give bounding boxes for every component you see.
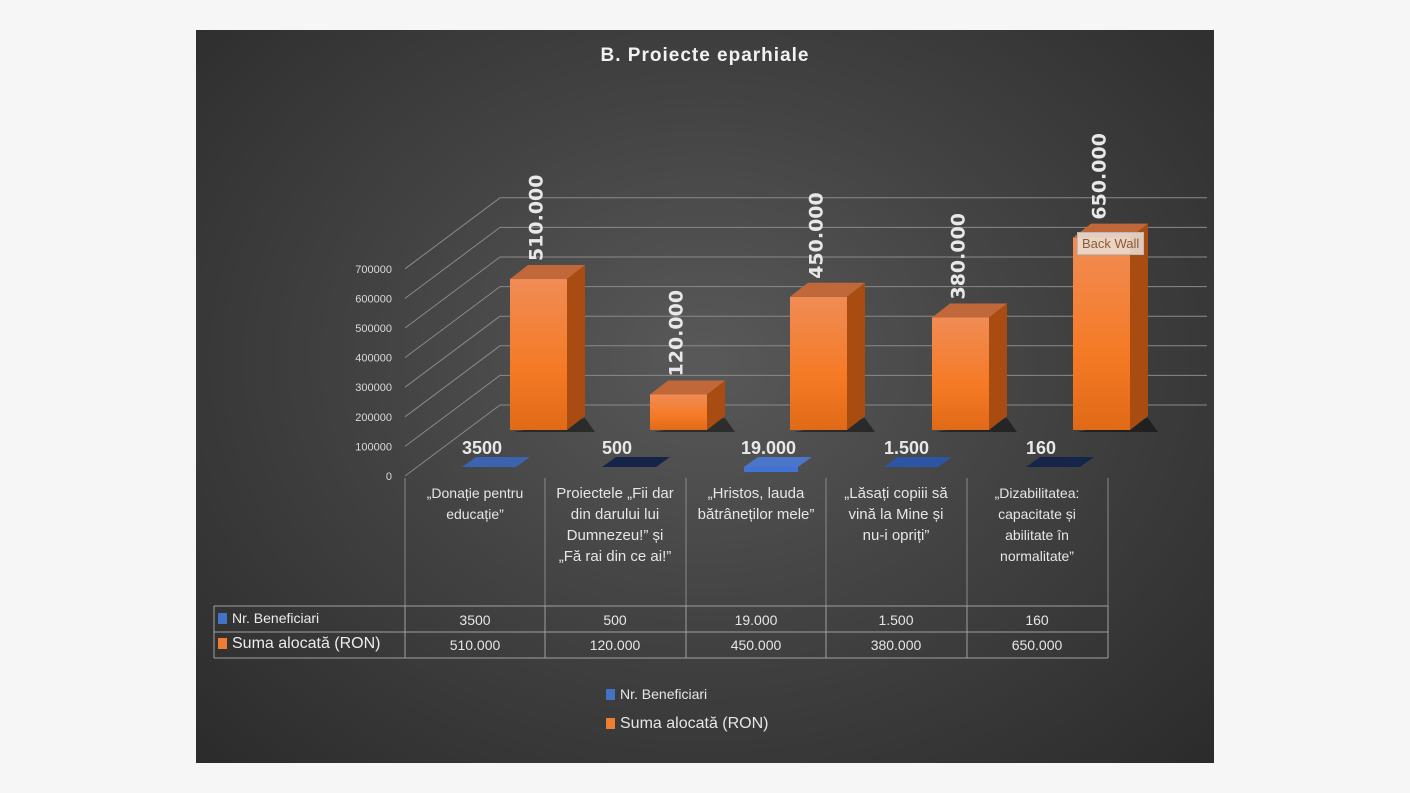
table-cell: 19.000 [734, 612, 778, 628]
tooltip: Back Wall [1077, 232, 1145, 255]
legend-label: Nr. Beneficiari [620, 686, 708, 702]
data-label-suma: 120.000 [666, 290, 688, 377]
category-label: „Dizabilitatea: capacitate și abilitate … [994, 485, 1080, 564]
data-label-suma: 450.000 [806, 192, 828, 279]
y-tick-label: 500000 [355, 323, 392, 335]
y-tick-label: 100000 [355, 441, 392, 453]
bar-suma-side [567, 265, 585, 430]
bar-suma-side [707, 380, 725, 430]
bar-beneficiari-top [602, 457, 670, 467]
data-label-beneficiari: 19.000 [741, 438, 796, 458]
grid-diagonal [404, 286, 501, 359]
bar-suma-side [989, 303, 1007, 430]
table-cell: 160 [1025, 612, 1049, 628]
table-row-label: Nr. Beneficiari [218, 610, 319, 626]
bar-suma-front [1073, 237, 1130, 430]
grid-diagonal [404, 374, 501, 447]
table-cell: 510.000 [449, 637, 501, 653]
plot-area: 0 100000 200000 300000 400000 500000 600000 700… [213, 133, 1207, 659]
bar-beneficiari-front [744, 467, 798, 472]
bar-beneficiari-top [884, 457, 952, 467]
bar-suma-front [932, 317, 989, 430]
legend-key-swatch [218, 638, 227, 649]
data-label-beneficiari: 160 [1026, 438, 1056, 458]
category-label: „Hristos, lauda bătrâneților mele” [697, 485, 815, 523]
data-label-beneficiari: 500 [602, 438, 632, 458]
bar-suma-top [790, 282, 865, 297]
bar-suma-front [790, 296, 847, 430]
data-label-suma: 380.000 [948, 213, 970, 300]
y-tick-label: 200000 [355, 412, 392, 424]
y-tick-label: 400000 [355, 353, 392, 365]
legend-swatch-blue [606, 689, 615, 700]
table-row-label: Suma alocată (RON) [218, 635, 381, 653]
legend-key-swatch [218, 613, 227, 624]
category-label: „Donație pentru educație” [426, 485, 524, 522]
grid-diagonal [404, 197, 501, 270]
y-tick-label: 300000 [355, 382, 392, 394]
bar-suma-side [847, 282, 865, 430]
data-label-beneficiari: 1.500 [884, 438, 929, 458]
row-name: Nr. Beneficiari [232, 610, 320, 626]
table-cell: 120.000 [589, 637, 641, 653]
grid-diagonal [404, 404, 501, 477]
y-tick-label: 0 [386, 471, 392, 483]
table-cell: 650.000 [1011, 637, 1063, 653]
category-label: Proiectele „Fii dar din darului lui Dumn… [556, 485, 674, 565]
data-label-suma: 510.000 [526, 174, 548, 261]
table-cell: 3500 [459, 612, 491, 628]
bar-beneficiari-top [462, 457, 530, 467]
row-name: Suma alocată (RON) [232, 635, 381, 652]
bar-suma-top [650, 380, 725, 395]
grid-diagonal [404, 315, 501, 388]
grid-diagonal [404, 226, 501, 299]
category-label: „Lăsați copiii să vină la Mine și nu-i o… [844, 485, 948, 544]
table-cell: 500 [603, 612, 627, 628]
bar-beneficiari-top [1026, 457, 1094, 467]
bar-suma-front [510, 279, 567, 430]
bar-suma-front [650, 394, 707, 430]
legend-item-suma[interactable]: Suma alocată (RON) [606, 715, 769, 733]
bar-suma-top [510, 265, 585, 280]
y-tick-label: 700000 [355, 264, 392, 276]
grid-diagonal [404, 345, 501, 418]
y-tick-label: 600000 [355, 293, 392, 305]
legend-label: Suma alocată (RON) [620, 715, 769, 732]
table-cell: 450.000 [730, 637, 782, 653]
table-cell: 380.000 [870, 637, 922, 653]
bar-beneficiari-top [744, 457, 812, 467]
data-label-suma: 650.000 [1089, 133, 1111, 220]
legend-swatch-orange [606, 718, 615, 729]
chart-area[interactable]: B. Proiecte eparhiale 0 100000 200000 30000… [196, 30, 1214, 763]
bar-suma-top [932, 303, 1007, 318]
legend-item-beneficiari[interactable]: Nr. Beneficiari [606, 686, 707, 702]
bar-suma-side [1130, 223, 1148, 430]
table-cell: 1.500 [878, 612, 914, 628]
data-label-beneficiari: 3500 [462, 438, 502, 458]
grid-diagonal [404, 256, 501, 329]
chart-title: B. Proiecte eparhiale [600, 45, 810, 66]
